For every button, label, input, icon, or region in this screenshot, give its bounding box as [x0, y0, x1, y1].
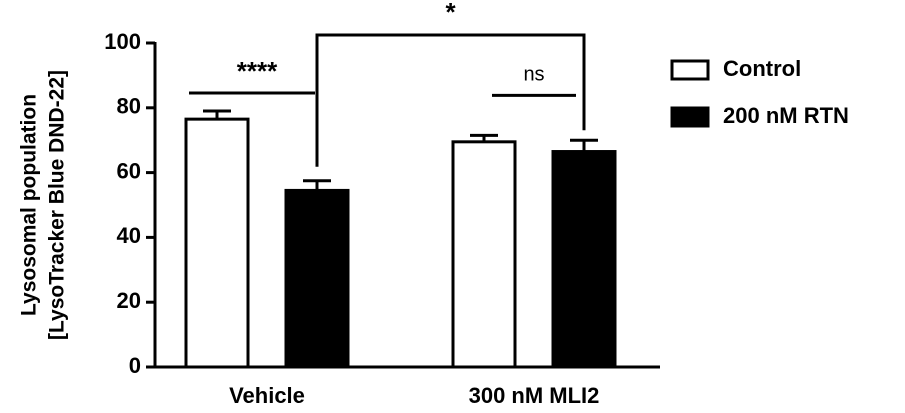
y-tick-label: 20: [117, 288, 141, 313]
legend-label: Control: [723, 56, 801, 81]
y-axis-title: Lysosomal population: [18, 94, 41, 316]
legend-swatch: [670, 59, 710, 81]
y-tick-label: 40: [117, 223, 141, 248]
y-tick-label: 0: [129, 353, 141, 378]
x-tick-label: 300 nM MLI2: [469, 383, 600, 408]
sig-label: ****: [237, 56, 278, 86]
y-tick-label: 60: [117, 158, 141, 183]
sig-label: *: [445, 0, 456, 27]
y-tick-label: 80: [117, 94, 141, 119]
bar: [551, 150, 617, 369]
x-tick-label: Vehicle: [229, 383, 305, 408]
sig-bracket: [315, 33, 586, 167]
y-tick-label: 100: [104, 29, 141, 54]
bar: [184, 117, 250, 369]
bar: [451, 140, 517, 369]
legend-swatch: [670, 106, 710, 128]
y-axis-title: [LysoTracker Blue DND-22]: [46, 70, 69, 340]
legend-label: 200 nM RTN: [723, 103, 849, 128]
bar: [284, 188, 350, 369]
sig-label: ns: [523, 64, 544, 86]
